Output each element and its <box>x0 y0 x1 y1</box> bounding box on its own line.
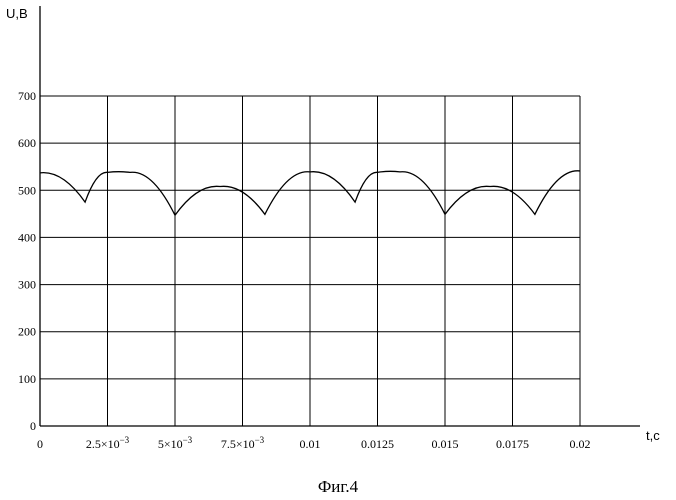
y-tick-label-0: 0 <box>30 419 36 433</box>
x-tick-label-4: 0.01 <box>300 437 321 451</box>
y-tick-label-4: 400 <box>18 230 36 244</box>
x-tick-label-6: 0.015 <box>432 437 459 451</box>
x-tick-labels: 0 2.5×10−3 5×10−3 7.5×10−3 0.01 0.0125 0.015 0.… <box>37 435 591 451</box>
y-tick-labels: 0 100 200 300 400 500 600 700 <box>18 89 36 433</box>
x-tick-label-0: 0 <box>37 437 43 451</box>
x-tick-label-2: 5×10−3 <box>158 435 193 451</box>
x-axis-label: t,c <box>646 428 660 443</box>
y-tick-label-1: 100 <box>18 372 36 386</box>
y-tick-label-3: 300 <box>18 278 36 292</box>
y-tick-label-6: 600 <box>18 136 36 150</box>
x-tick-label-3: 7.5×10−3 <box>221 435 265 451</box>
axes <box>40 6 640 426</box>
y-tick-label-7: 700 <box>18 89 36 103</box>
x-tick-label-5: 0.0125 <box>361 437 394 451</box>
y-tick-label-5: 500 <box>18 183 36 197</box>
x-tick-label-1: 2.5×10−3 <box>86 435 130 451</box>
x-tick-label-7: 0.0175 <box>496 437 529 451</box>
figure-caption: Фиг.4 <box>318 477 359 496</box>
y-tick-label-2: 200 <box>18 325 36 339</box>
x-tick-label-8: 0.02 <box>570 437 591 451</box>
y-axis-label: U,B <box>6 6 28 21</box>
grid-lines <box>40 96 580 426</box>
